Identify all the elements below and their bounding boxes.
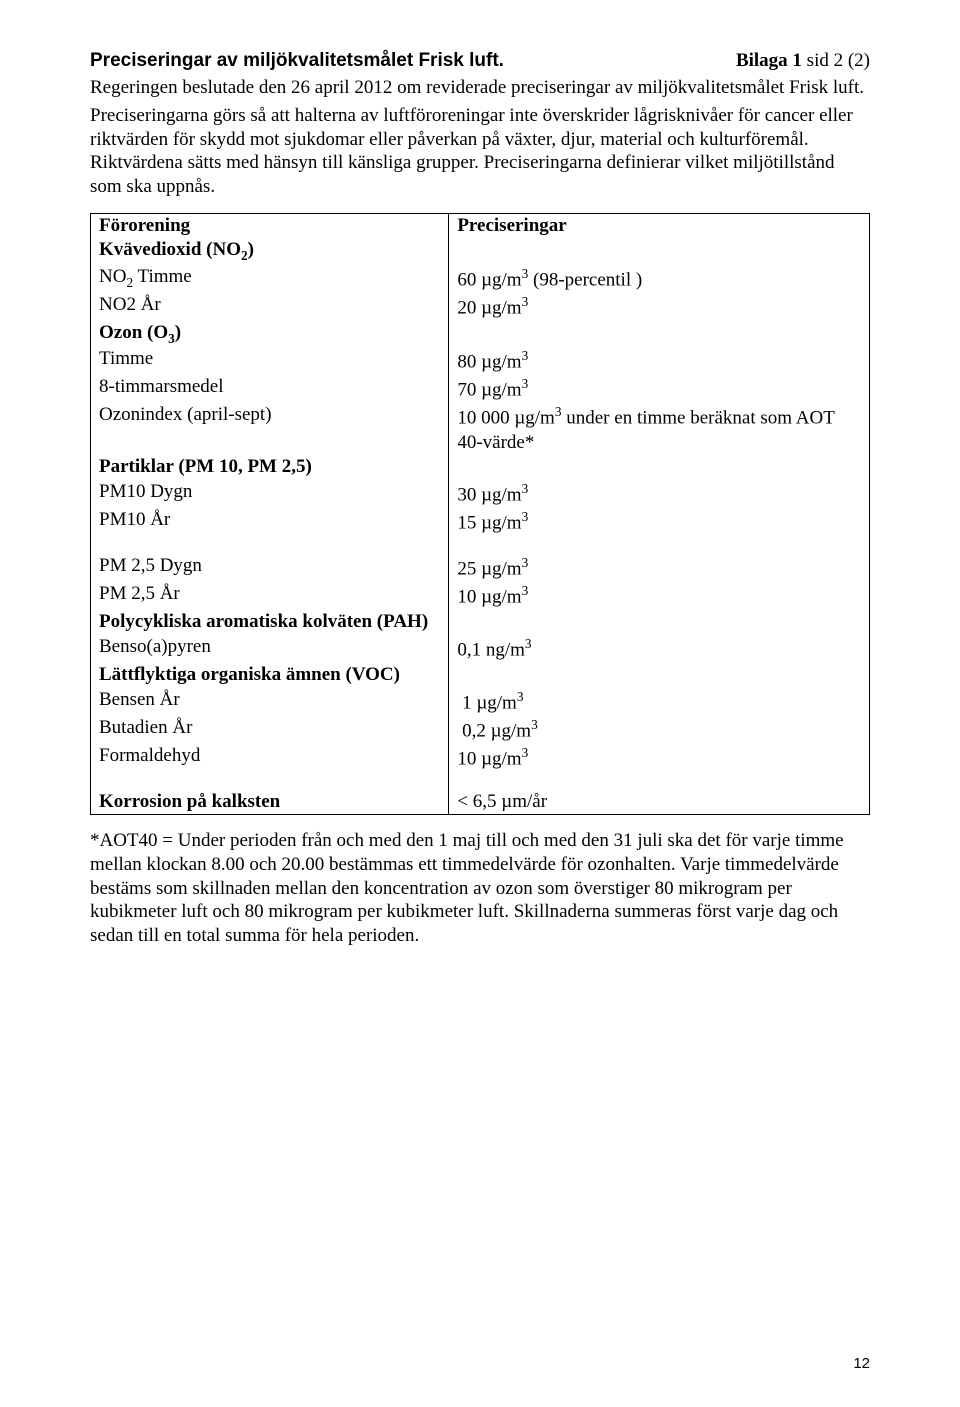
table-cell-left: Ozonindex (april-sept) bbox=[91, 403, 449, 456]
table-cell-right: 70 µg/m3 bbox=[449, 375, 870, 403]
table-spacer bbox=[449, 536, 870, 554]
table-cell-right bbox=[449, 321, 870, 347]
table-cell-left: 8-timmarsmedel bbox=[91, 375, 449, 403]
table-cell-right: 80 µg/m3 bbox=[449, 347, 870, 375]
appendix-label: Bilaga 1 bbox=[736, 50, 802, 71]
table-cell-left: Kvävedioxid (NO2) bbox=[91, 238, 449, 264]
table-cell-left: PM10 År bbox=[91, 508, 449, 536]
table-cell-right bbox=[449, 663, 870, 688]
table-cell-right: 0,2 µg/m3 bbox=[449, 716, 870, 744]
table-cell-left: PM10 Dygn bbox=[91, 480, 449, 508]
table-cell-left: Ozon (O3) bbox=[91, 321, 449, 347]
footnote-paragraph: *AOT40 = Under perioden från och med den… bbox=[90, 829, 870, 948]
page-label: sid 2 (2) bbox=[807, 50, 870, 71]
page-number: 12 bbox=[853, 1355, 870, 1372]
table-cell-left: Formaldehyd bbox=[91, 744, 449, 772]
table-cell-right bbox=[449, 610, 870, 635]
table-cell-left: NO2 Timme bbox=[91, 265, 449, 293]
table-cell-left: Bensen År bbox=[91, 688, 449, 716]
table-cell-right: 60 µg/m3 (98-percentil ) bbox=[449, 265, 870, 293]
body-paragraph: Preciseringarna görs så att halterna av … bbox=[90, 104, 870, 199]
table-spacer bbox=[91, 536, 449, 554]
table-cell-left: Butadien År bbox=[91, 716, 449, 744]
table-cell-left: Partiklar (PM 10, PM 2,5) bbox=[91, 455, 449, 480]
table-cell-right bbox=[449, 455, 870, 480]
table-cell-left: Lättflyktiga organiska ämnen (VOC) bbox=[91, 663, 449, 688]
table-cell-right: 20 µg/m3 bbox=[449, 293, 870, 321]
pollutant-table: FöroreningPreciseringarKvävedioxid (NO2)… bbox=[90, 213, 870, 815]
table-cell-left: NO2 År bbox=[91, 293, 449, 321]
table-cell-right bbox=[449, 238, 870, 264]
table-cell-left: PM 2,5 År bbox=[91, 582, 449, 610]
table-spacer bbox=[449, 772, 870, 790]
table-cell-right: 10 µg/m3 bbox=[449, 582, 870, 610]
table-cell-right: 1 µg/m3 bbox=[449, 688, 870, 716]
table-spacer bbox=[91, 772, 449, 790]
table-cell-right: < 6,5 µm/år bbox=[449, 790, 870, 815]
table-cell-left: Polycykliska aromatiska kolväten (PAH) bbox=[91, 610, 449, 635]
table-cell-right: 25 µg/m3 bbox=[449, 554, 870, 582]
table-header-col2: Preciseringar bbox=[449, 213, 870, 238]
document-page: Bilaga 1 sid 2 (2) Preciseringar av milj… bbox=[0, 0, 960, 1407]
table-cell-right: 0,1 ng/m3 bbox=[449, 635, 870, 663]
table-cell-left: Timme bbox=[91, 347, 449, 375]
table-cell-left: Benso(a)pyren bbox=[91, 635, 449, 663]
table-cell-left: Korrosion på kalksten bbox=[91, 790, 449, 815]
table-cell-right: 15 µg/m3 bbox=[449, 508, 870, 536]
header-appendix: Bilaga 1 sid 2 (2) bbox=[736, 50, 870, 72]
table-cell-right: 30 µg/m3 bbox=[449, 480, 870, 508]
table-cell-right: 10 µg/m3 bbox=[449, 744, 870, 772]
table-cell-right: 10 000 µg/m3 under en timme beräknat som… bbox=[449, 403, 870, 456]
intro-paragraph: Regeringen beslutade den 26 april 2012 o… bbox=[90, 76, 870, 100]
table-header-col1: Förorening bbox=[91, 213, 449, 238]
table-cell-left: PM 2,5 Dygn bbox=[91, 554, 449, 582]
